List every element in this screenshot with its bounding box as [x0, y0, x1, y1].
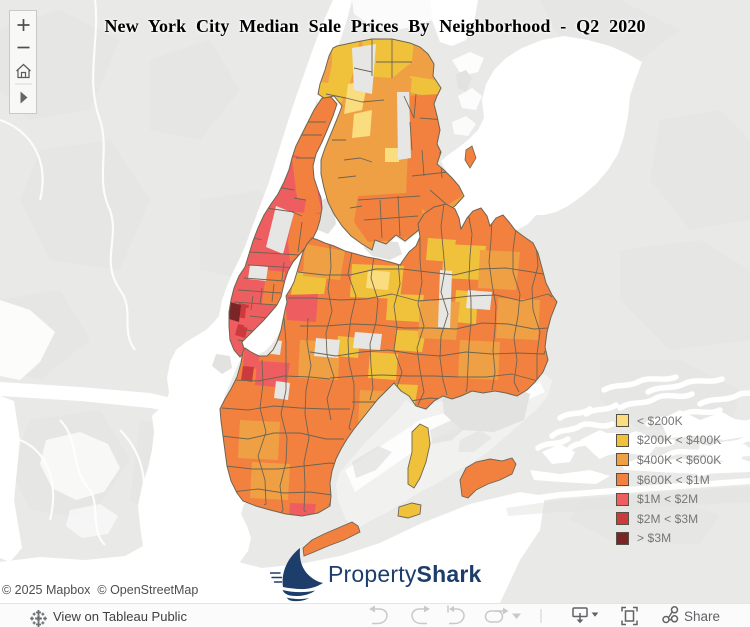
svg-text:Share: Share: [684, 609, 720, 624]
